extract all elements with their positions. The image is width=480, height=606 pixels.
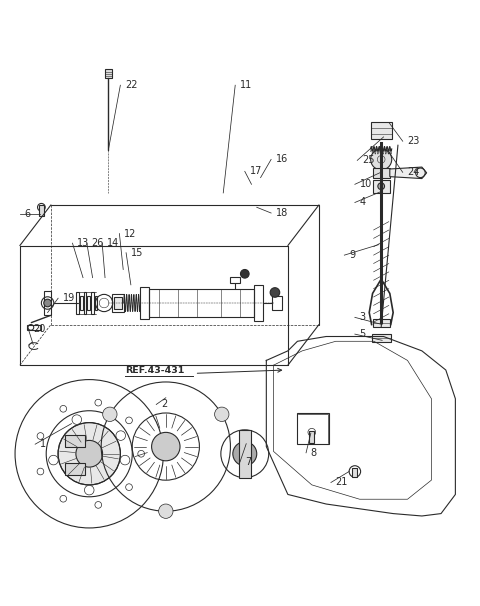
- Text: 7: 7: [245, 457, 251, 467]
- Text: 17: 17: [250, 167, 262, 176]
- Text: 18: 18: [276, 208, 288, 218]
- Circle shape: [48, 455, 58, 465]
- Bar: [91, 292, 94, 314]
- Bar: [84, 292, 86, 314]
- Circle shape: [116, 431, 125, 441]
- Bar: [254, 285, 263, 321]
- Circle shape: [270, 288, 280, 298]
- Text: 9: 9: [349, 250, 355, 260]
- Text: 4: 4: [360, 198, 366, 207]
- Bar: [44, 290, 51, 316]
- Text: 1: 1: [40, 439, 46, 449]
- Text: 6: 6: [24, 210, 31, 219]
- Bar: [112, 295, 124, 311]
- Bar: [95, 296, 97, 310]
- Bar: [372, 179, 390, 193]
- Circle shape: [44, 299, 51, 307]
- Polygon shape: [390, 167, 427, 179]
- Text: 24: 24: [408, 167, 420, 178]
- Bar: [298, 413, 328, 444]
- Text: 22: 22: [125, 80, 138, 90]
- Circle shape: [72, 415, 82, 424]
- Circle shape: [233, 442, 257, 466]
- Circle shape: [215, 407, 229, 421]
- Text: 23: 23: [408, 136, 420, 146]
- Bar: [372, 168, 390, 178]
- Circle shape: [152, 432, 180, 461]
- Bar: [310, 431, 314, 443]
- Text: 15: 15: [131, 248, 143, 258]
- Bar: [105, 70, 112, 78]
- Bar: [65, 435, 85, 447]
- Bar: [76, 292, 79, 314]
- Bar: [87, 296, 90, 310]
- Text: 3: 3: [360, 312, 366, 322]
- Text: 5: 5: [360, 329, 366, 339]
- Text: 21: 21: [336, 478, 348, 487]
- Bar: [80, 296, 83, 310]
- Bar: [149, 289, 254, 317]
- Text: 8: 8: [311, 448, 317, 458]
- Bar: [38, 205, 44, 216]
- Bar: [239, 430, 251, 478]
- Bar: [114, 297, 122, 309]
- Text: 19: 19: [63, 293, 75, 303]
- Bar: [141, 287, 149, 319]
- Circle shape: [240, 270, 249, 278]
- Bar: [26, 325, 41, 330]
- Circle shape: [76, 441, 103, 467]
- Bar: [230, 277, 240, 284]
- Circle shape: [378, 183, 384, 190]
- Circle shape: [158, 504, 173, 518]
- Circle shape: [103, 407, 117, 421]
- Text: 2: 2: [161, 399, 167, 410]
- Bar: [65, 464, 85, 475]
- Circle shape: [371, 149, 392, 170]
- Text: 12: 12: [124, 228, 136, 239]
- Circle shape: [84, 485, 94, 495]
- Text: 16: 16: [276, 155, 288, 164]
- Text: 11: 11: [240, 80, 252, 90]
- Text: 14: 14: [107, 238, 119, 248]
- Bar: [372, 319, 390, 327]
- Circle shape: [58, 422, 120, 485]
- Text: REF.43-431: REF.43-431: [125, 367, 184, 376]
- Text: 10: 10: [360, 179, 372, 189]
- Text: 13: 13: [77, 238, 90, 248]
- Bar: [371, 122, 392, 139]
- Bar: [351, 468, 357, 477]
- Circle shape: [120, 455, 130, 465]
- Bar: [272, 296, 282, 310]
- Text: 26: 26: [92, 238, 104, 248]
- Bar: [372, 334, 391, 342]
- Text: 20: 20: [33, 324, 46, 335]
- Text: 25: 25: [362, 155, 374, 165]
